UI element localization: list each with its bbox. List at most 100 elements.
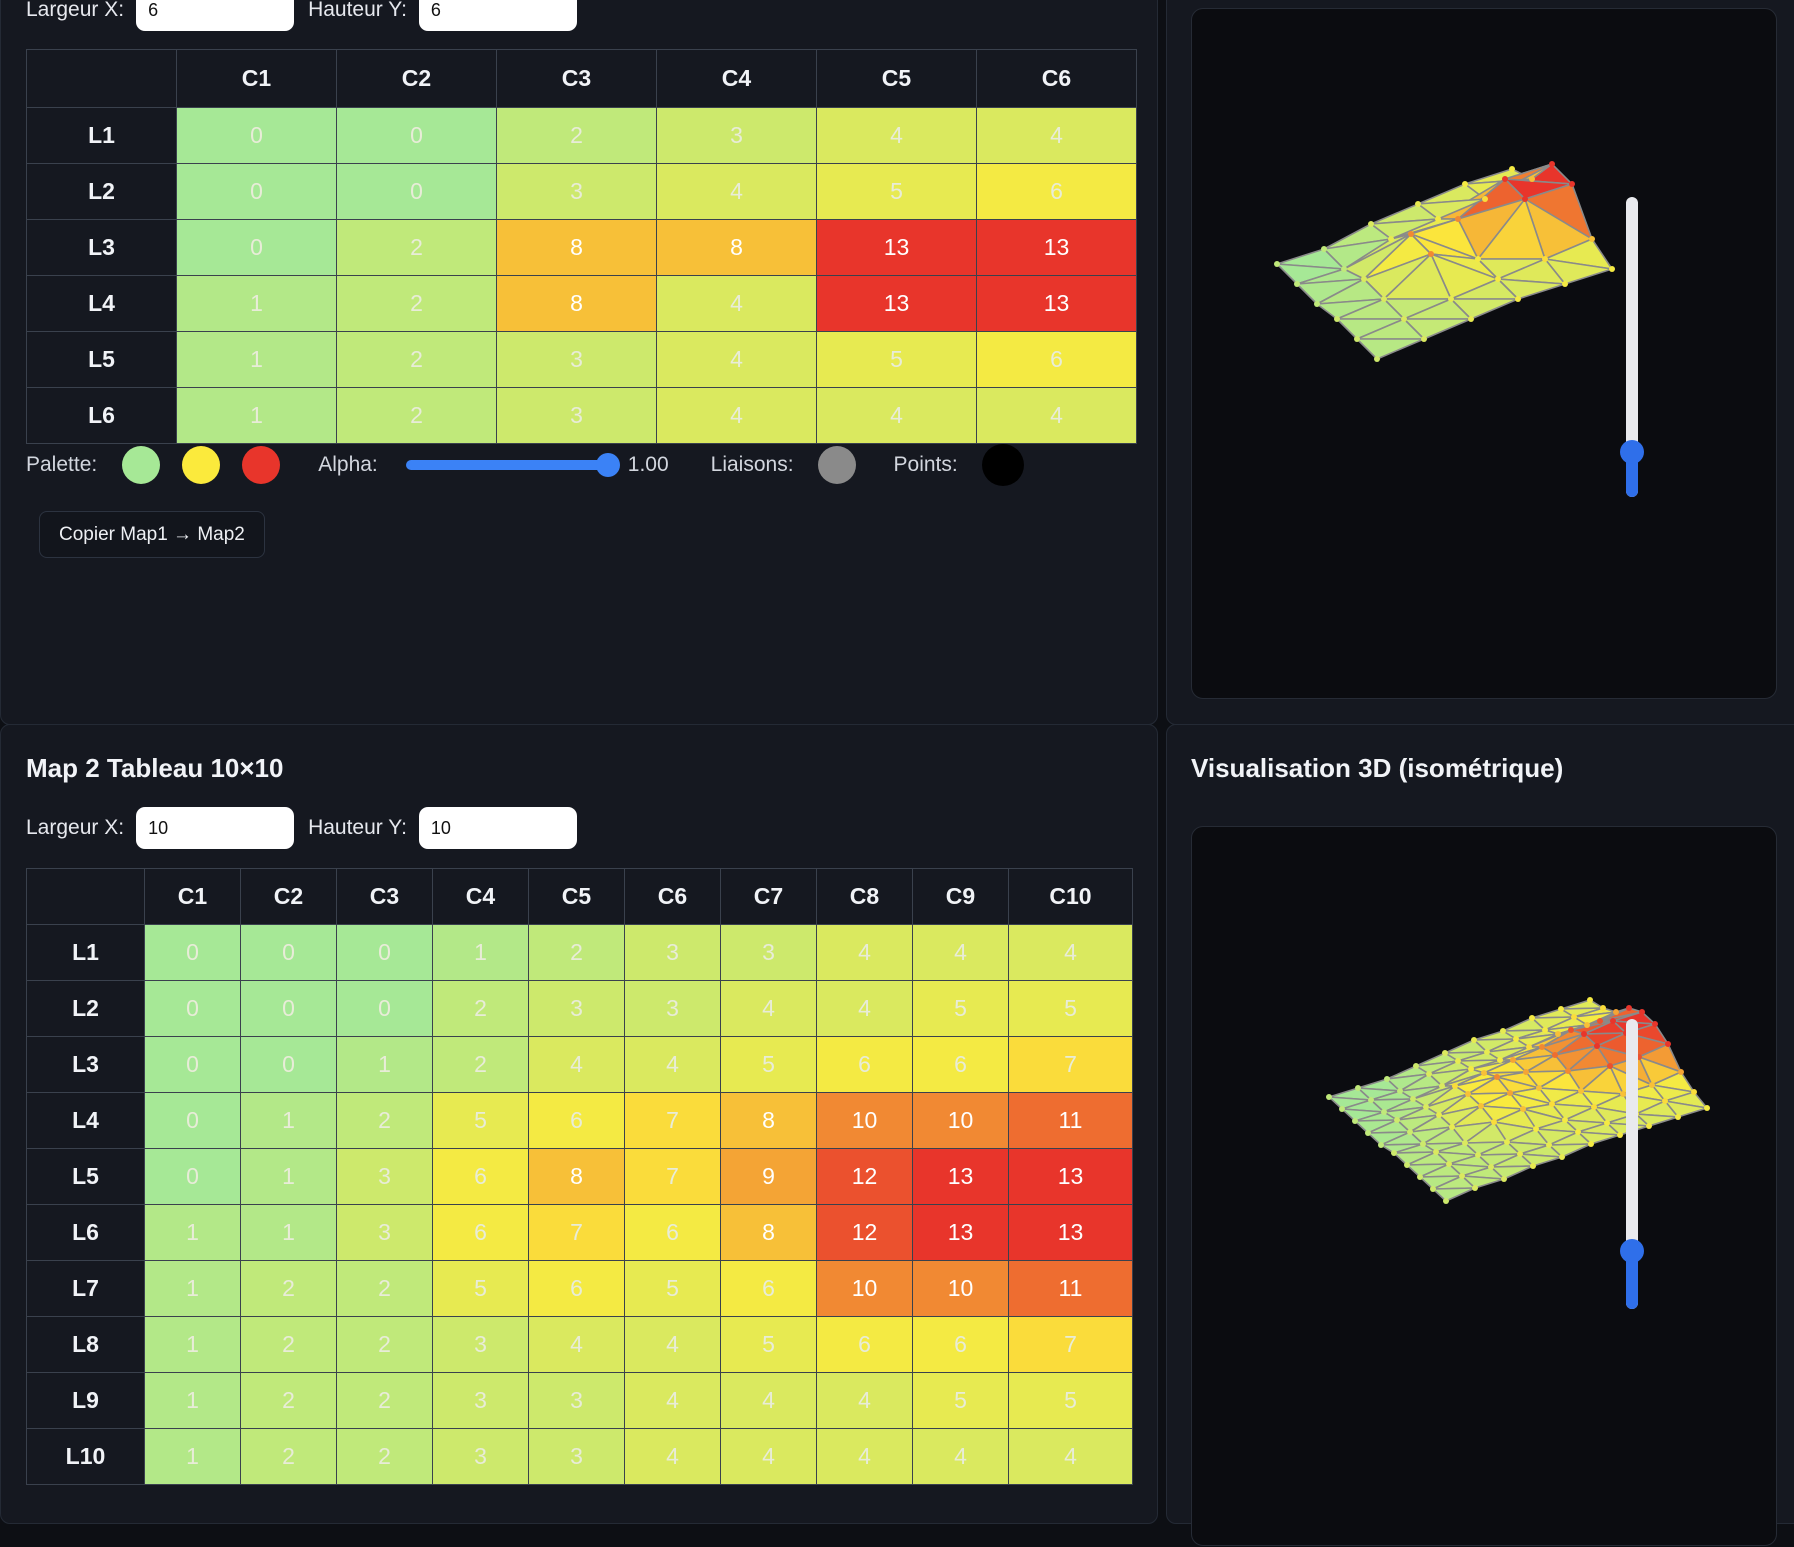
value-cell[interactable]: 5 — [1008, 980, 1133, 1037]
value-cell[interactable]: 4 — [528, 1036, 625, 1093]
value-cell[interactable]: 2 — [336, 1260, 433, 1317]
value-cell[interactable]: 4 — [816, 924, 913, 981]
value-cell[interactable]: 4 — [912, 924, 1009, 981]
value-cell[interactable]: 1 — [144, 1260, 241, 1317]
view1-canvas[interactable] — [1191, 8, 1777, 699]
value-cell[interactable]: 6 — [528, 1260, 625, 1317]
value-cell[interactable]: 2 — [336, 1316, 433, 1373]
value-cell[interactable]: 4 — [656, 163, 817, 220]
value-cell[interactable]: 0 — [176, 219, 337, 276]
value-cell[interactable]: 3 — [432, 1372, 529, 1429]
map2-height-input[interactable] — [418, 807, 577, 849]
map2-width-input[interactable] — [136, 807, 295, 849]
value-cell[interactable]: 4 — [976, 387, 1137, 444]
value-cell[interactable]: 6 — [816, 1036, 913, 1093]
value-cell[interactable]: 2 — [432, 1036, 529, 1093]
value-cell[interactable]: 4 — [816, 1428, 913, 1485]
value-cell[interactable]: 0 — [336, 924, 433, 981]
value-cell[interactable]: 1 — [144, 1428, 241, 1485]
value-cell[interactable]: 6 — [528, 1092, 625, 1149]
value-cell[interactable]: 0 — [240, 924, 337, 981]
value-cell[interactable]: 4 — [656, 387, 817, 444]
view1-slider-handle[interactable] — [1620, 440, 1644, 464]
value-cell[interactable]: 0 — [144, 1092, 241, 1149]
value-cell[interactable]: 3 — [496, 163, 657, 220]
value-cell[interactable]: 6 — [912, 1316, 1009, 1373]
value-cell[interactable]: 0 — [144, 1148, 241, 1205]
links-color-picker[interactable] — [817, 446, 856, 484]
value-cell[interactable]: 4 — [624, 1316, 721, 1373]
value-cell[interactable]: 6 — [976, 331, 1137, 388]
value-cell[interactable]: 10 — [816, 1260, 913, 1317]
value-cell[interactable]: 12 — [816, 1204, 913, 1261]
value-cell[interactable]: 11 — [1008, 1260, 1133, 1317]
value-cell[interactable]: 13 — [912, 1148, 1009, 1205]
value-cell[interactable]: 5 — [816, 331, 977, 388]
value-cell[interactable]: 3 — [496, 387, 657, 444]
value-cell[interactable]: 2 — [336, 387, 497, 444]
value-cell[interactable]: 13 — [1008, 1204, 1133, 1261]
value-cell[interactable]: 4 — [816, 387, 977, 444]
value-cell[interactable]: 4 — [976, 107, 1137, 164]
value-cell[interactable]: 1 — [336, 1036, 433, 1093]
view2-height-slider[interactable] — [1616, 1019, 1648, 1309]
value-cell[interactable]: 2 — [240, 1372, 337, 1429]
value-cell[interactable]: 1 — [144, 1204, 241, 1261]
alpha-slider[interactable] — [405, 453, 620, 477]
value-cell[interactable]: 6 — [816, 1316, 913, 1373]
view2-canvas[interactable] — [1191, 826, 1777, 1546]
value-cell[interactable]: 2 — [432, 980, 529, 1037]
value-cell[interactable]: 5 — [720, 1316, 817, 1373]
map1-width-input[interactable] — [136, 0, 295, 31]
value-cell[interactable]: 2 — [528, 924, 625, 981]
value-cell[interactable]: 4 — [1008, 924, 1133, 981]
alpha-slider-handle[interactable] — [595, 453, 620, 477]
value-cell[interactable]: 4 — [528, 1316, 625, 1373]
value-cell[interactable]: 3 — [720, 924, 817, 981]
value-cell[interactable]: 8 — [496, 275, 657, 332]
palette-color-2[interactable] — [182, 446, 221, 484]
value-cell[interactable]: 4 — [912, 1428, 1009, 1485]
value-cell[interactable]: 1 — [176, 331, 337, 388]
value-cell[interactable]: 3 — [336, 1148, 433, 1205]
value-cell[interactable]: 13 — [912, 1204, 1009, 1261]
value-cell[interactable]: 3 — [528, 1372, 625, 1429]
value-cell[interactable]: 0 — [240, 980, 337, 1037]
value-cell[interactable]: 0 — [176, 107, 337, 164]
value-cell[interactable]: 8 — [496, 219, 657, 276]
view2-slider-handle[interactable] — [1620, 1239, 1644, 1263]
value-cell[interactable]: 3 — [624, 980, 721, 1037]
value-cell[interactable]: 2 — [336, 219, 497, 276]
value-cell[interactable]: 2 — [240, 1428, 337, 1485]
value-cell[interactable]: 3 — [336, 1204, 433, 1261]
value-cell[interactable]: 7 — [1008, 1316, 1133, 1373]
value-cell[interactable]: 13 — [976, 275, 1137, 332]
value-cell[interactable]: 3 — [528, 1428, 625, 1485]
value-cell[interactable]: 2 — [336, 1372, 433, 1429]
value-cell[interactable]: 2 — [240, 1260, 337, 1317]
value-cell[interactable]: 0 — [144, 924, 241, 981]
value-cell[interactable]: 0 — [336, 163, 497, 220]
value-cell[interactable]: 0 — [144, 1036, 241, 1093]
value-cell[interactable]: 13 — [1008, 1148, 1133, 1205]
palette-color-1[interactable] — [122, 446, 161, 484]
value-cell[interactable]: 5 — [912, 980, 1009, 1037]
map1-height-input[interactable] — [418, 0, 577, 31]
value-cell[interactable]: 4 — [720, 1372, 817, 1429]
value-cell[interactable]: 4 — [816, 980, 913, 1037]
value-cell[interactable]: 2 — [336, 1428, 433, 1485]
value-cell[interactable]: 1 — [432, 924, 529, 981]
value-cell[interactable]: 7 — [1008, 1036, 1133, 1093]
copy-map1-to-map2-button[interactable]: Copier Map1 → Map2 — [39, 511, 265, 558]
value-cell[interactable]: 2 — [336, 331, 497, 388]
value-cell[interactable]: 5 — [624, 1260, 721, 1317]
value-cell[interactable]: 5 — [912, 1372, 1009, 1429]
value-cell[interactable]: 5 — [1008, 1372, 1133, 1429]
value-cell[interactable]: 13 — [976, 219, 1137, 276]
value-cell[interactable]: 2 — [336, 275, 497, 332]
value-cell[interactable]: 9 — [720, 1148, 817, 1205]
value-cell[interactable]: 11 — [1008, 1092, 1133, 1149]
value-cell[interactable]: 2 — [496, 107, 657, 164]
value-cell[interactable]: 4 — [656, 275, 817, 332]
points-color-picker[interactable] — [981, 444, 1024, 486]
